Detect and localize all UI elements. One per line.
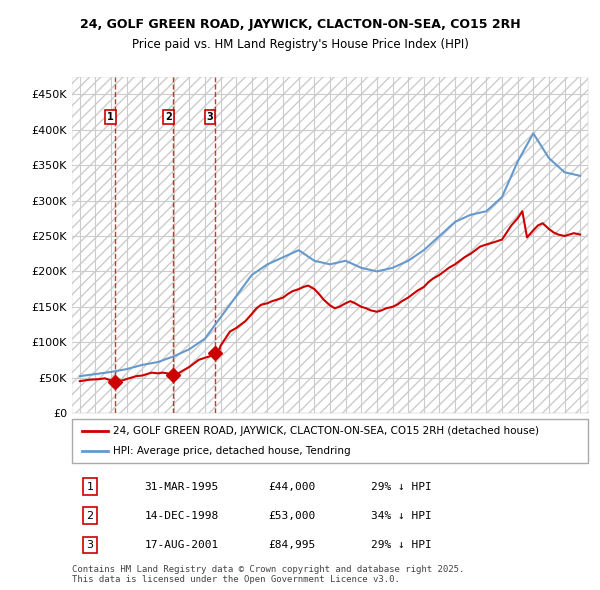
Text: £53,000: £53,000 (268, 511, 316, 521)
Text: 17-AUG-2001: 17-AUG-2001 (144, 540, 218, 550)
Text: £84,995: £84,995 (268, 540, 316, 550)
Text: Contains HM Land Registry data © Crown copyright and database right 2025.
This d: Contains HM Land Registry data © Crown c… (72, 565, 464, 584)
Text: 2: 2 (86, 511, 94, 521)
Text: 24, GOLF GREEN ROAD, JAYWICK, CLACTON-ON-SEA, CO15 2RH (detached house): 24, GOLF GREEN ROAD, JAYWICK, CLACTON-ON… (113, 427, 539, 436)
Text: 2: 2 (165, 112, 172, 122)
Text: 3: 3 (86, 540, 94, 550)
Text: 24, GOLF GREEN ROAD, JAYWICK, CLACTON-ON-SEA, CO15 2RH: 24, GOLF GREEN ROAD, JAYWICK, CLACTON-ON… (80, 18, 520, 31)
FancyBboxPatch shape (72, 419, 588, 463)
Text: Price paid vs. HM Land Registry's House Price Index (HPI): Price paid vs. HM Land Registry's House … (131, 38, 469, 51)
Text: 3: 3 (206, 112, 214, 122)
Text: HPI: Average price, detached house, Tendring: HPI: Average price, detached house, Tend… (113, 446, 351, 455)
Text: 1: 1 (86, 481, 94, 491)
Text: 14-DEC-1998: 14-DEC-1998 (144, 511, 218, 521)
Text: £44,000: £44,000 (268, 481, 316, 491)
Text: 29% ↓ HPI: 29% ↓ HPI (371, 540, 432, 550)
Text: 29% ↓ HPI: 29% ↓ HPI (371, 481, 432, 491)
Text: 1: 1 (107, 112, 113, 122)
Text: 31-MAR-1995: 31-MAR-1995 (144, 481, 218, 491)
Text: 34% ↓ HPI: 34% ↓ HPI (371, 511, 432, 521)
